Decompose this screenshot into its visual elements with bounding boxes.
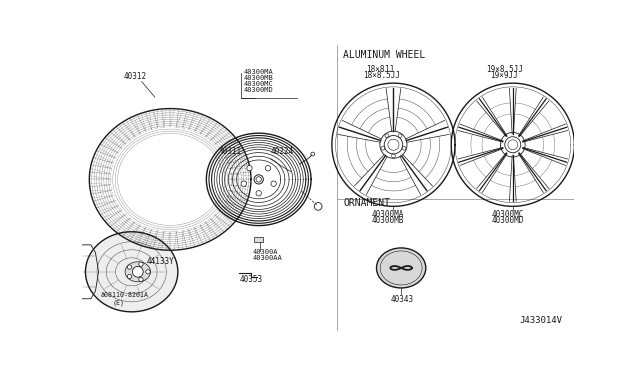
Circle shape bbox=[139, 277, 143, 282]
Text: 40353: 40353 bbox=[239, 275, 262, 284]
Text: 40300MB: 40300MB bbox=[372, 216, 404, 225]
Circle shape bbox=[132, 266, 143, 277]
Text: 40300AA: 40300AA bbox=[253, 255, 282, 261]
Text: 40311: 40311 bbox=[219, 147, 242, 156]
Circle shape bbox=[265, 166, 271, 171]
Circle shape bbox=[146, 270, 150, 274]
Text: 40300MC: 40300MC bbox=[243, 81, 273, 87]
Circle shape bbox=[127, 274, 132, 279]
Text: 40300MB: 40300MB bbox=[243, 75, 273, 81]
Text: 44133Y: 44133Y bbox=[147, 257, 175, 266]
Text: 19×9JJ: 19×9JJ bbox=[490, 71, 518, 80]
Text: 40300MC: 40300MC bbox=[492, 210, 524, 219]
Ellipse shape bbox=[376, 248, 426, 288]
Text: ORNAMENT: ORNAMENT bbox=[344, 198, 390, 208]
Text: (E): (E) bbox=[113, 299, 124, 306]
Polygon shape bbox=[111, 128, 229, 231]
Text: 19×8.5JJ: 19×8.5JJ bbox=[486, 65, 523, 74]
Text: ã08110-8201A: ã08110-8201A bbox=[101, 292, 149, 298]
Ellipse shape bbox=[86, 232, 178, 312]
Text: 40224: 40224 bbox=[270, 147, 293, 156]
Text: 40300A: 40300A bbox=[253, 249, 278, 255]
Text: 40343: 40343 bbox=[390, 295, 413, 304]
Bar bbox=[254, 237, 263, 242]
Text: 40300MD: 40300MD bbox=[243, 87, 273, 93]
Circle shape bbox=[271, 181, 276, 186]
Text: 18×8.5JJ: 18×8.5JJ bbox=[363, 71, 399, 80]
Circle shape bbox=[388, 139, 399, 150]
Text: 40300MD: 40300MD bbox=[492, 216, 524, 225]
Text: J433014V: J433014V bbox=[520, 316, 563, 326]
Text: 40300MA: 40300MA bbox=[372, 210, 404, 219]
Text: 40312: 40312 bbox=[124, 72, 147, 81]
Ellipse shape bbox=[125, 262, 150, 282]
Text: ALUMINUM WHEEL: ALUMINUM WHEEL bbox=[344, 51, 426, 61]
Circle shape bbox=[508, 140, 518, 150]
Circle shape bbox=[247, 166, 252, 171]
Text: 40300MA: 40300MA bbox=[243, 69, 273, 75]
Circle shape bbox=[241, 181, 246, 186]
Circle shape bbox=[127, 265, 132, 269]
Circle shape bbox=[139, 262, 143, 266]
Text: 18×8JJ: 18×8JJ bbox=[367, 65, 394, 74]
Circle shape bbox=[254, 175, 263, 184]
Circle shape bbox=[256, 190, 261, 196]
